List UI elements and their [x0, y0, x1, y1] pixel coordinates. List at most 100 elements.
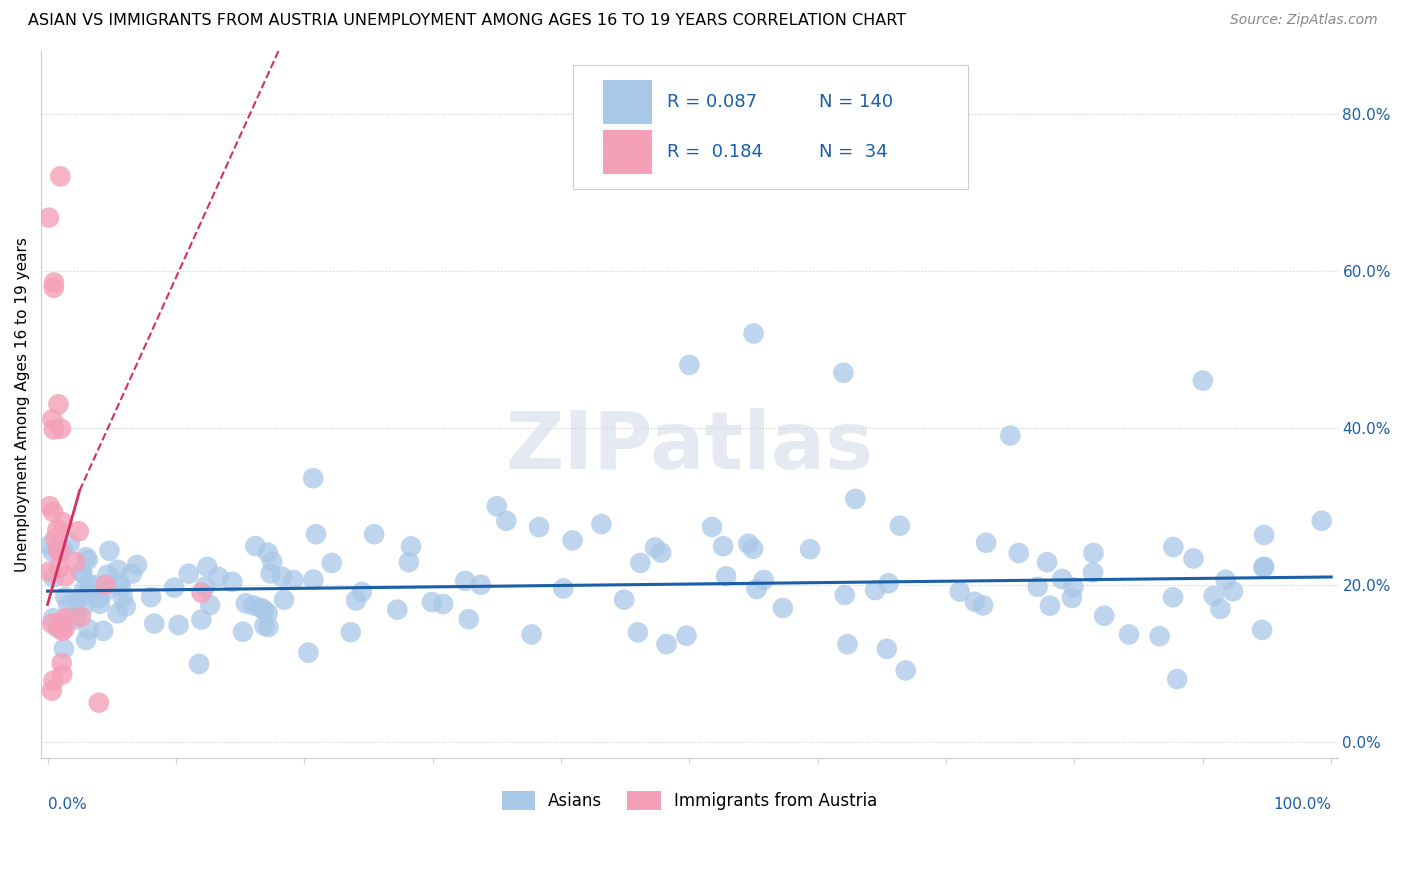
Legend: Asians, Immigrants from Austria: Asians, Immigrants from Austria	[495, 784, 884, 816]
Point	[49, 615, 72, 630]
Point	[273, 592, 295, 607]
Point	[97, 567, 120, 582]
Point	[752, 573, 775, 587]
Point	[1026, 580, 1049, 594]
Point	[627, 625, 650, 640]
Point	[59, 537, 82, 551]
Point	[1161, 591, 1184, 605]
Point	[42, 611, 65, 625]
Point	[194, 580, 217, 594]
Point	[344, 593, 367, 607]
Point	[48, 397, 70, 411]
Point	[94, 584, 117, 599]
Point	[889, 518, 911, 533]
Text: 0.0%: 0.0%	[48, 797, 86, 812]
Point	[799, 542, 821, 557]
Point	[253, 619, 276, 633]
Point	[87, 591, 110, 606]
Point	[1251, 560, 1274, 574]
Point	[1039, 599, 1062, 613]
Point	[894, 664, 917, 678]
Point	[42, 276, 65, 290]
Point	[207, 570, 229, 584]
Point	[714, 569, 737, 583]
Point	[283, 573, 305, 587]
Point	[974, 535, 997, 549]
Point	[75, 588, 97, 602]
Point	[470, 577, 492, 591]
Point	[1222, 584, 1244, 599]
Point	[167, 618, 190, 632]
Point	[250, 601, 273, 615]
Point	[1118, 627, 1140, 641]
Text: Source: ZipAtlas.com: Source: ZipAtlas.com	[1230, 13, 1378, 28]
Point	[420, 595, 443, 609]
Point	[1050, 572, 1073, 586]
Point	[1182, 551, 1205, 566]
Point	[198, 598, 221, 612]
Point	[613, 592, 636, 607]
Point	[49, 169, 72, 184]
Point	[79, 578, 101, 592]
Point	[675, 629, 697, 643]
Point	[245, 539, 267, 553]
Point	[114, 599, 136, 614]
Point	[55, 611, 77, 625]
Point	[321, 556, 343, 570]
Point	[742, 541, 765, 556]
Point	[58, 598, 80, 612]
Point	[1036, 555, 1059, 569]
Text: N =  34: N = 34	[820, 143, 887, 161]
Point	[190, 613, 212, 627]
Point	[190, 585, 212, 599]
Point	[485, 500, 508, 514]
Point	[143, 616, 166, 631]
Point	[163, 581, 186, 595]
Text: ZIPatlas: ZIPatlas	[505, 408, 873, 485]
Point	[242, 599, 264, 613]
Point	[221, 574, 243, 589]
Point	[262, 555, 284, 569]
Point	[527, 520, 550, 534]
Point	[87, 696, 110, 710]
Point	[1000, 428, 1022, 442]
Point	[257, 620, 280, 634]
Point	[457, 612, 479, 626]
Point	[520, 627, 543, 641]
Point	[49, 546, 72, 560]
Point	[711, 539, 734, 553]
Point	[271, 570, 294, 584]
Point	[1192, 374, 1215, 388]
Point	[42, 505, 65, 519]
Point	[42, 422, 65, 436]
Point	[139, 590, 162, 604]
Point	[51, 656, 73, 670]
Point	[1166, 672, 1188, 686]
Point	[111, 591, 134, 605]
Point	[949, 584, 972, 599]
Point	[1163, 540, 1185, 554]
Point	[1081, 566, 1104, 580]
Point	[1060, 591, 1083, 605]
Point	[644, 541, 666, 555]
Point	[53, 590, 76, 604]
Point	[832, 366, 855, 380]
Point	[110, 580, 132, 594]
Point	[1253, 528, 1275, 542]
Point	[655, 637, 678, 651]
Text: ASIAN VS IMMIGRANTS FROM AUSTRIA UNEMPLOYMENT AMONG AGES 16 TO 19 YEARS CORRELAT: ASIAN VS IMMIGRANTS FROM AUSTRIA UNEMPLO…	[28, 13, 907, 29]
Point	[44, 531, 66, 545]
Point	[51, 667, 73, 681]
Point	[253, 603, 276, 617]
Point	[1062, 580, 1084, 594]
Point	[700, 520, 723, 534]
Point	[49, 621, 72, 635]
Point	[89, 597, 111, 611]
Point	[650, 546, 672, 560]
Point	[41, 616, 63, 631]
Point	[256, 545, 278, 559]
Point	[69, 609, 91, 624]
Point	[83, 578, 105, 592]
Point	[107, 563, 129, 577]
Point	[108, 576, 131, 591]
